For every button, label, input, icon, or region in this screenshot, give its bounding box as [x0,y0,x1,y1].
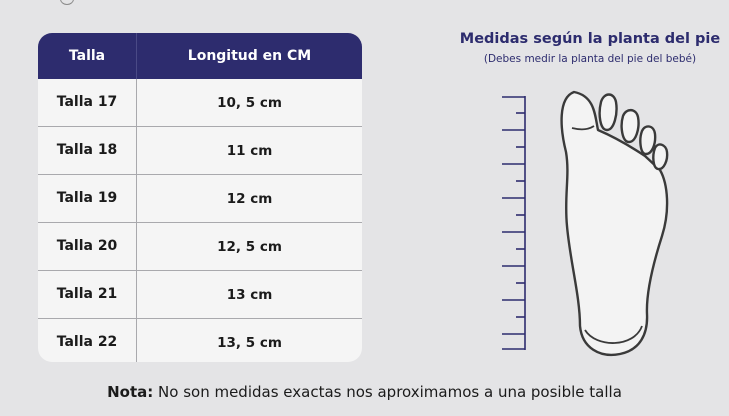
diagram-title: Medidas según la planta del pie [459,31,721,47]
foot-sole-icon [560,90,669,357]
partial-icon [60,0,74,5]
size-cell: Talla 22 [38,319,137,362]
table-row: Talla 21 13 cm [38,270,362,318]
length-cell: 10, 5 cm [217,94,282,111]
size-cell: Talla 18 [38,127,137,174]
size-cell: Talla 19 [38,175,137,222]
size-cell: Talla 21 [38,271,137,318]
length-cell: 13, 5 cm [217,334,282,351]
table-row: Talla 18 11 cm [38,126,362,174]
note-text: No son medidas exactas nos aproximamos a… [158,383,622,401]
length-cell: 12 cm [226,190,273,207]
note-label: Nota: [107,383,154,401]
table-row: Talla 19 12 cm [38,174,362,222]
length-cell: 13 cm [226,286,273,303]
ruler-icon [502,96,526,350]
table-row: Talla 17 10, 5 cm [38,79,362,126]
table-row: Talla 20 12, 5 cm [38,222,362,270]
note: Nota: No son medidas exactas nos aproxim… [0,383,729,401]
size-cell: Talla 17 [38,79,137,126]
header-length: Longitud en CM [187,48,312,64]
length-cell: 11 cm [226,142,273,159]
table-header: Talla Longitud en CM [38,33,362,79]
table-body: Talla 17 10, 5 cm Talla 18 11 cm Talla 1… [38,79,362,362]
table-row: Talla 22 13, 5 cm [38,318,362,362]
header-size: Talla [38,33,137,79]
diagram-subtitle: (Debes medir la planta del pie del bebé) [483,53,697,65]
size-cell: Talla 20 [38,223,137,270]
length-cell: 12, 5 cm [217,238,282,255]
size-table: Talla Longitud en CM Talla 17 10, 5 cm T… [38,33,362,362]
